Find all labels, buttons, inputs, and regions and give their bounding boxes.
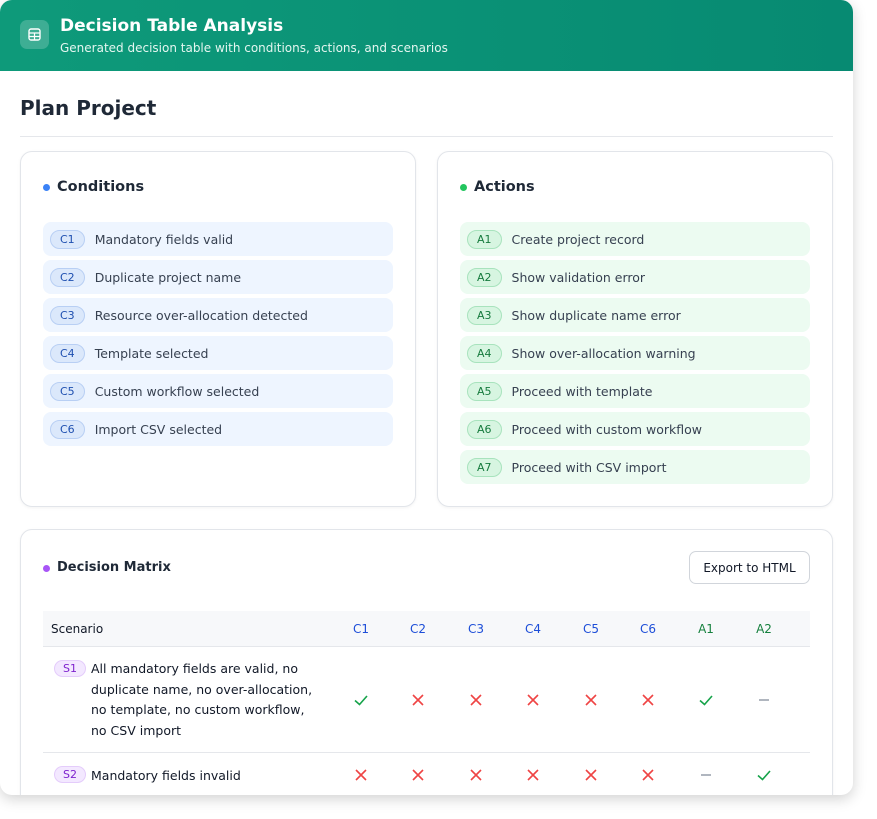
scenario-badge: S2 [54,766,86,783]
item-label: Import CSV selected [95,422,222,437]
export-button[interactable]: Export to HTML [689,551,810,584]
badge: A7 [467,458,502,477]
column-header: C1 [353,622,369,636]
list-item: A1 Create project record [460,222,810,256]
item-label: Proceed with template [512,384,653,399]
column-header: Scenario [51,622,103,636]
list-item: C1 Mandatory fields valid [43,222,393,256]
dash-icon [698,767,714,783]
list-item: C3 Resource over-allocation detected [43,298,393,332]
table-icon [20,20,49,49]
item-label: Mandatory fields valid [95,232,233,247]
header-subtitle: Generated decision table with conditions… [60,41,448,55]
badge: C2 [50,268,85,287]
cross-icon [468,692,484,708]
badge: C1 [50,230,85,249]
panel-title: Decision Matrix [57,560,171,575]
item-label: Duplicate project name [95,270,241,285]
item-label: Custom workflow selected [95,384,260,399]
badge: A3 [467,306,502,325]
matrix-panel: Decision Matrix Export to HTML Scenario C… [20,529,833,795]
check-icon [756,767,772,783]
column-header: C4 [525,622,541,636]
cross-icon [640,692,656,708]
cross-icon [583,692,599,708]
badge: C3 [50,306,85,325]
card: Decision Table Analysis Generated decisi… [0,0,853,795]
check-icon [353,692,369,708]
list-item: A4 Show over-allocation warning [460,336,810,370]
column-header: C3 [468,622,484,636]
badge: A5 [467,382,502,401]
page-title: Plan Project [20,96,156,120]
check-icon [698,692,714,708]
badge: A4 [467,344,502,363]
header-title: Decision Table Analysis [60,16,283,36]
dot [43,184,50,191]
dash-icon [756,692,772,708]
cross-icon [640,767,656,783]
scenario-description: All mandatory fields are valid, no dupli… [91,659,323,741]
column-header: C6 [640,622,656,636]
panel-title: Conditions [57,179,144,195]
column-header: C2 [410,622,426,636]
dot [43,565,50,572]
column-header: A1 [698,622,714,636]
item-label: Resource over-allocation detected [95,308,308,323]
panel-title: Actions [474,179,535,195]
item-label: Proceed with custom workflow [512,422,703,437]
cross-icon [525,692,541,708]
list-item: C5 Custom workflow selected [43,374,393,408]
scenario-description: Mandatory fields invalid [91,766,323,787]
cross-icon [410,692,426,708]
badge: C4 [50,344,85,363]
item-label: Show validation error [512,270,645,285]
column-header: A2 [756,622,772,636]
badge: A1 [467,230,502,249]
cross-icon [583,767,599,783]
cross-icon [410,767,426,783]
scenario-badge: S1 [54,660,86,677]
list-item: A3 Show duplicate name error [460,298,810,332]
cross-icon [353,767,369,783]
cross-icon [525,767,541,783]
list-item: A2 Show validation error [460,260,810,294]
header-icon [20,20,49,49]
item-label: Create project record [512,232,645,247]
dot [460,184,467,191]
item-label: Show duplicate name error [512,308,681,323]
list-item: A6 Proceed with custom workflow [460,412,810,446]
item-label: Template selected [95,346,209,361]
divider [20,136,833,137]
badge: A2 [467,268,502,287]
header: Decision Table Analysis Generated decisi… [0,0,853,71]
item-label: Show over-allocation warning [512,346,696,361]
list-item: C6 Import CSV selected [43,412,393,446]
list-item: A5 Proceed with template [460,374,810,408]
badge: A6 [467,420,502,439]
list-item: C4 Template selected [43,336,393,370]
row-divider [43,752,810,753]
badge: C6 [50,420,85,439]
list-item: A7 Proceed with CSV import [460,450,810,484]
item-label: Proceed with CSV import [512,460,667,475]
conditions-panel: Conditions C1 Mandatory fields valid C2 Dup… [20,151,416,507]
badge: C5 [50,382,85,401]
cross-icon [468,767,484,783]
list-item: C2 Duplicate project name [43,260,393,294]
table-header [43,611,810,647]
column-header: C5 [583,622,599,636]
actions-panel: Actions A1 Create project record A2 Show va… [437,151,833,507]
